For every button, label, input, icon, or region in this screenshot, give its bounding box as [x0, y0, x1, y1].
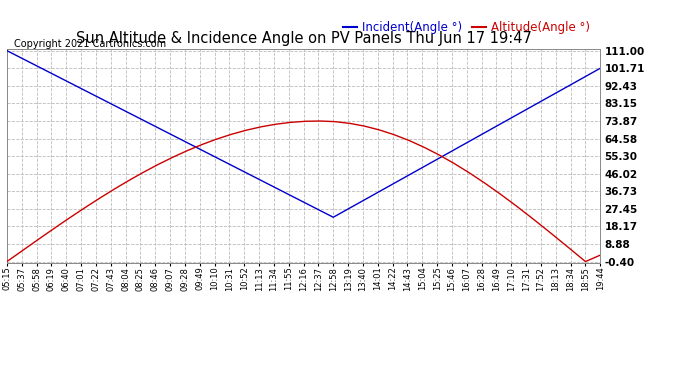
Text: Copyright 2021 Cartronics.com: Copyright 2021 Cartronics.com — [14, 39, 166, 50]
Title: Sun Altitude & Incidence Angle on PV Panels Thu Jun 17 19:47: Sun Altitude & Incidence Angle on PV Pan… — [76, 31, 531, 46]
Legend: Incident(Angle °), Altitude(Angle °): Incident(Angle °), Altitude(Angle °) — [339, 16, 594, 39]
